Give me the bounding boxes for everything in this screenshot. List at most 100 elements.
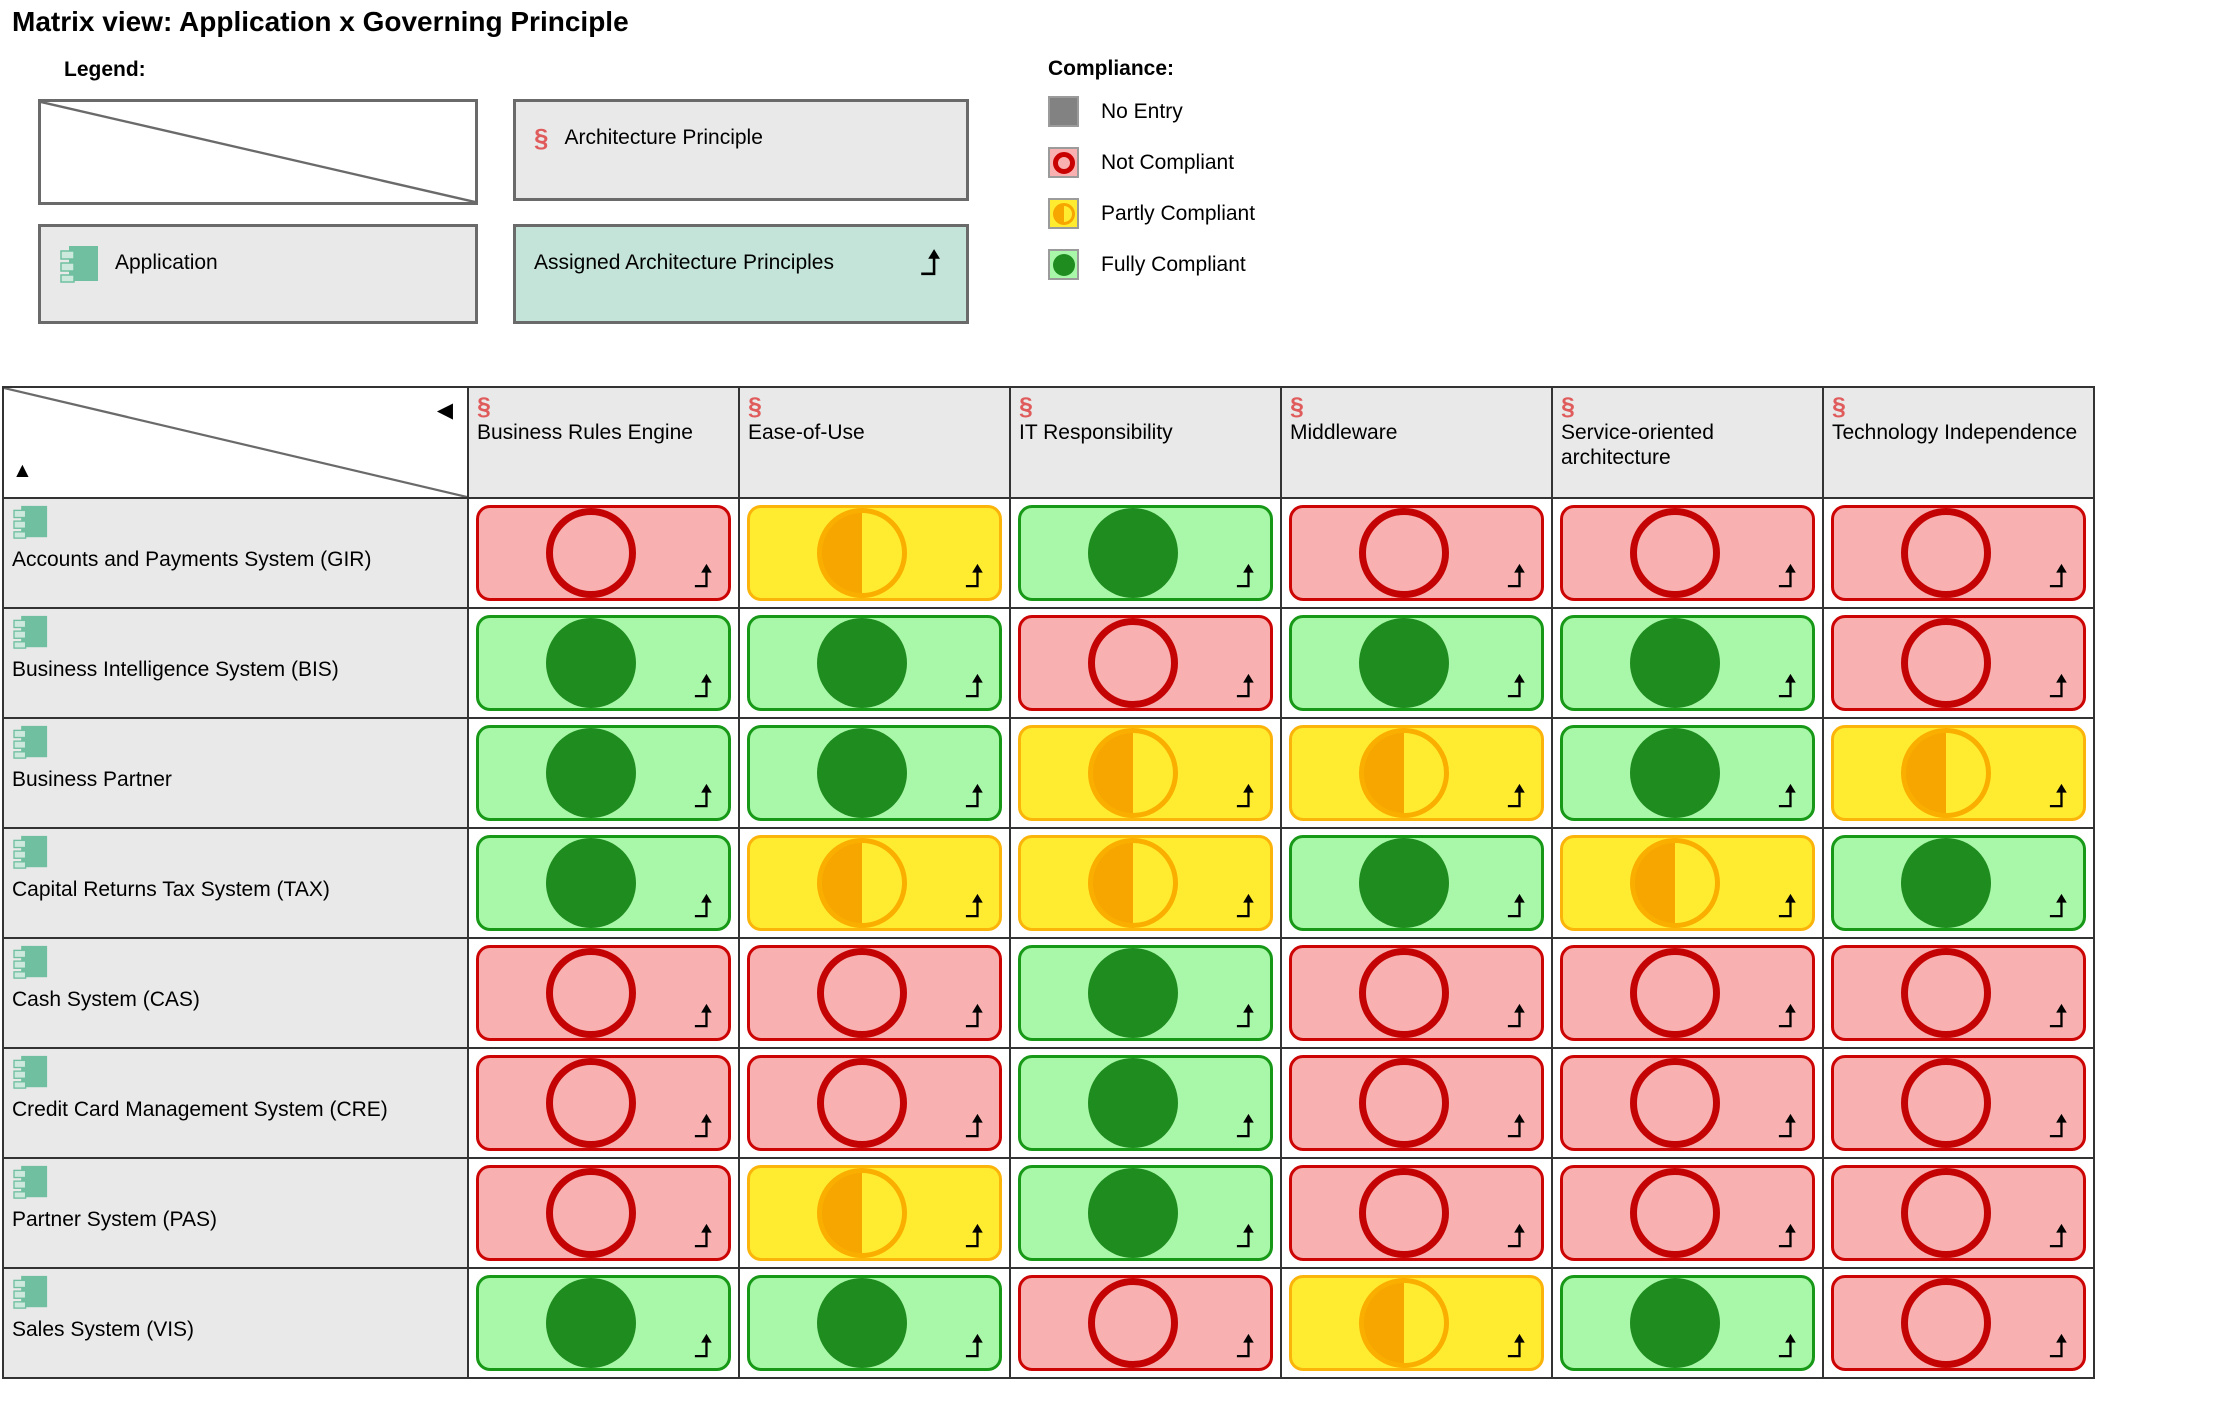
jump-arrow-icon[interactable] <box>2047 1222 2074 1254</box>
jump-arrow-icon[interactable] <box>963 672 990 704</box>
jump-arrow-icon[interactable] <box>2047 1002 2074 1034</box>
compliance-chip-partly-compliant[interactable] <box>1018 835 1273 931</box>
row-header-application[interactable]: Sales System (VIS) <box>4 1269 467 1377</box>
compliance-chip-fully-compliant[interactable] <box>1289 615 1544 711</box>
compliance-chip-not-compliant[interactable] <box>1289 505 1544 601</box>
jump-arrow-icon[interactable] <box>1776 1222 1803 1254</box>
jump-arrow-icon[interactable] <box>692 562 719 594</box>
row-header-application[interactable]: Credit Card Management System (CRE) <box>4 1049 467 1157</box>
jump-arrow-icon[interactable] <box>1234 672 1261 704</box>
compliance-chip-fully-compliant[interactable] <box>476 615 731 711</box>
column-header-principle[interactable]: § Ease-of-Use <box>740 388 1009 497</box>
compliance-chip-fully-compliant[interactable] <box>476 835 731 931</box>
row-header-application[interactable]: Business Partner <box>4 719 467 827</box>
compliance-chip-not-compliant[interactable] <box>1560 1055 1815 1151</box>
jump-arrow-icon[interactable] <box>692 672 719 704</box>
compliance-chip-fully-compliant[interactable] <box>476 725 731 821</box>
compliance-chip-not-compliant[interactable] <box>476 945 731 1041</box>
compliance-chip-not-compliant[interactable] <box>1289 1055 1544 1151</box>
jump-arrow-icon[interactable] <box>1505 1112 1532 1144</box>
compliance-chip-not-compliant[interactable] <box>1289 1165 1544 1261</box>
compliance-chip-fully-compliant[interactable] <box>1560 725 1815 821</box>
jump-arrow-icon[interactable] <box>1776 562 1803 594</box>
compliance-chip-not-compliant[interactable] <box>476 1165 731 1261</box>
jump-arrow-icon[interactable] <box>2047 672 2074 704</box>
jump-arrow-icon[interactable] <box>1234 562 1261 594</box>
row-header-application[interactable]: Cash System (CAS) <box>4 939 467 1047</box>
compliance-chip-fully-compliant[interactable] <box>1018 1165 1273 1261</box>
jump-arrow-icon[interactable] <box>963 562 990 594</box>
compliance-chip-not-compliant[interactable] <box>1289 945 1544 1041</box>
compliance-chip-fully-compliant[interactable] <box>1289 835 1544 931</box>
jump-arrow-icon[interactable] <box>692 1332 719 1364</box>
sort-columns-icon[interactable]: ◀ <box>436 399 453 422</box>
compliance-chip-fully-compliant[interactable] <box>1831 835 2086 931</box>
jump-arrow-icon[interactable] <box>1776 1112 1803 1144</box>
jump-arrow-icon[interactable] <box>1505 1332 1532 1364</box>
compliance-chip-fully-compliant[interactable] <box>1018 1055 1273 1151</box>
jump-arrow-icon[interactable] <box>963 1222 990 1254</box>
jump-arrow-icon[interactable] <box>2047 1112 2074 1144</box>
jump-arrow-icon[interactable] <box>1234 892 1261 924</box>
jump-arrow-icon[interactable] <box>1505 1002 1532 1034</box>
jump-arrow-icon[interactable] <box>692 1002 719 1034</box>
jump-arrow-icon[interactable] <box>692 892 719 924</box>
compliance-chip-fully-compliant[interactable] <box>747 615 1002 711</box>
jump-arrow-icon[interactable] <box>1234 1112 1261 1144</box>
row-header-application[interactable]: Capital Returns Tax System (TAX) <box>4 829 467 937</box>
compliance-chip-partly-compliant[interactable] <box>1289 725 1544 821</box>
column-header-principle[interactable]: § Middleware <box>1282 388 1551 497</box>
compliance-chip-fully-compliant[interactable] <box>747 1275 1002 1371</box>
jump-arrow-icon[interactable] <box>2047 1332 2074 1364</box>
compliance-chip-partly-compliant[interactable] <box>747 505 1002 601</box>
jump-arrow-icon[interactable] <box>1234 1002 1261 1034</box>
compliance-chip-partly-compliant[interactable] <box>1831 725 2086 821</box>
jump-arrow-icon[interactable] <box>1505 782 1532 814</box>
jump-arrow-icon[interactable] <box>1505 1222 1532 1254</box>
jump-arrow-icon[interactable] <box>1776 1332 1803 1364</box>
jump-arrow-icon[interactable] <box>1234 1332 1261 1364</box>
column-header-principle[interactable]: § Service-oriented architecture <box>1553 388 1822 497</box>
jump-arrow-icon[interactable] <box>1234 782 1261 814</box>
jump-arrow-icon[interactable] <box>2047 562 2074 594</box>
jump-arrow-icon[interactable] <box>1776 892 1803 924</box>
compliance-chip-not-compliant[interactable] <box>1831 1275 2086 1371</box>
jump-arrow-icon[interactable] <box>1505 672 1532 704</box>
compliance-chip-fully-compliant[interactable] <box>1018 505 1273 601</box>
jump-arrow-icon[interactable] <box>1776 782 1803 814</box>
compliance-chip-not-compliant[interactable] <box>1831 615 2086 711</box>
jump-arrow-icon[interactable] <box>963 1002 990 1034</box>
compliance-chip-fully-compliant[interactable] <box>1560 615 1815 711</box>
jump-arrow-icon[interactable] <box>963 892 990 924</box>
column-header-principle[interactable]: § Technology Independence <box>1824 388 2093 497</box>
compliance-chip-partly-compliant[interactable] <box>747 1165 1002 1261</box>
jump-arrow-icon[interactable] <box>1776 1002 1803 1034</box>
row-header-application[interactable]: Partner System (PAS) <box>4 1159 467 1267</box>
compliance-chip-not-compliant[interactable] <box>1560 1165 1815 1261</box>
jump-arrow-icon[interactable] <box>963 1332 990 1364</box>
jump-arrow-icon[interactable] <box>692 1222 719 1254</box>
compliance-chip-not-compliant[interactable] <box>476 1055 731 1151</box>
row-header-application[interactable]: Accounts and Payments System (GIR) <box>4 499 467 607</box>
sort-rows-icon[interactable]: ▲ <box>12 459 33 482</box>
compliance-chip-fully-compliant[interactable] <box>747 725 1002 821</box>
compliance-chip-not-compliant[interactable] <box>1831 1055 2086 1151</box>
compliance-chip-not-compliant[interactable] <box>1831 945 2086 1041</box>
compliance-chip-not-compliant[interactable] <box>747 1055 1002 1151</box>
jump-arrow-icon[interactable] <box>1234 1222 1261 1254</box>
compliance-chip-partly-compliant[interactable] <box>1018 725 1273 821</box>
compliance-chip-not-compliant[interactable] <box>1560 945 1815 1041</box>
jump-arrow-icon[interactable] <box>1505 562 1532 594</box>
jump-arrow-icon[interactable] <box>1505 892 1532 924</box>
compliance-chip-not-compliant[interactable] <box>1018 615 1273 711</box>
compliance-chip-partly-compliant[interactable] <box>1289 1275 1544 1371</box>
jump-arrow-icon[interactable] <box>1776 672 1803 704</box>
jump-arrow-icon[interactable] <box>963 1112 990 1144</box>
row-header-application[interactable]: Business Intelligence System (BIS) <box>4 609 467 717</box>
compliance-chip-not-compliant[interactable] <box>1560 505 1815 601</box>
compliance-chip-not-compliant[interactable] <box>747 945 1002 1041</box>
compliance-chip-fully-compliant[interactable] <box>1018 945 1273 1041</box>
compliance-chip-not-compliant[interactable] <box>1018 1275 1273 1371</box>
jump-arrow-icon[interactable] <box>2047 892 2074 924</box>
compliance-chip-not-compliant[interactable] <box>1831 505 2086 601</box>
